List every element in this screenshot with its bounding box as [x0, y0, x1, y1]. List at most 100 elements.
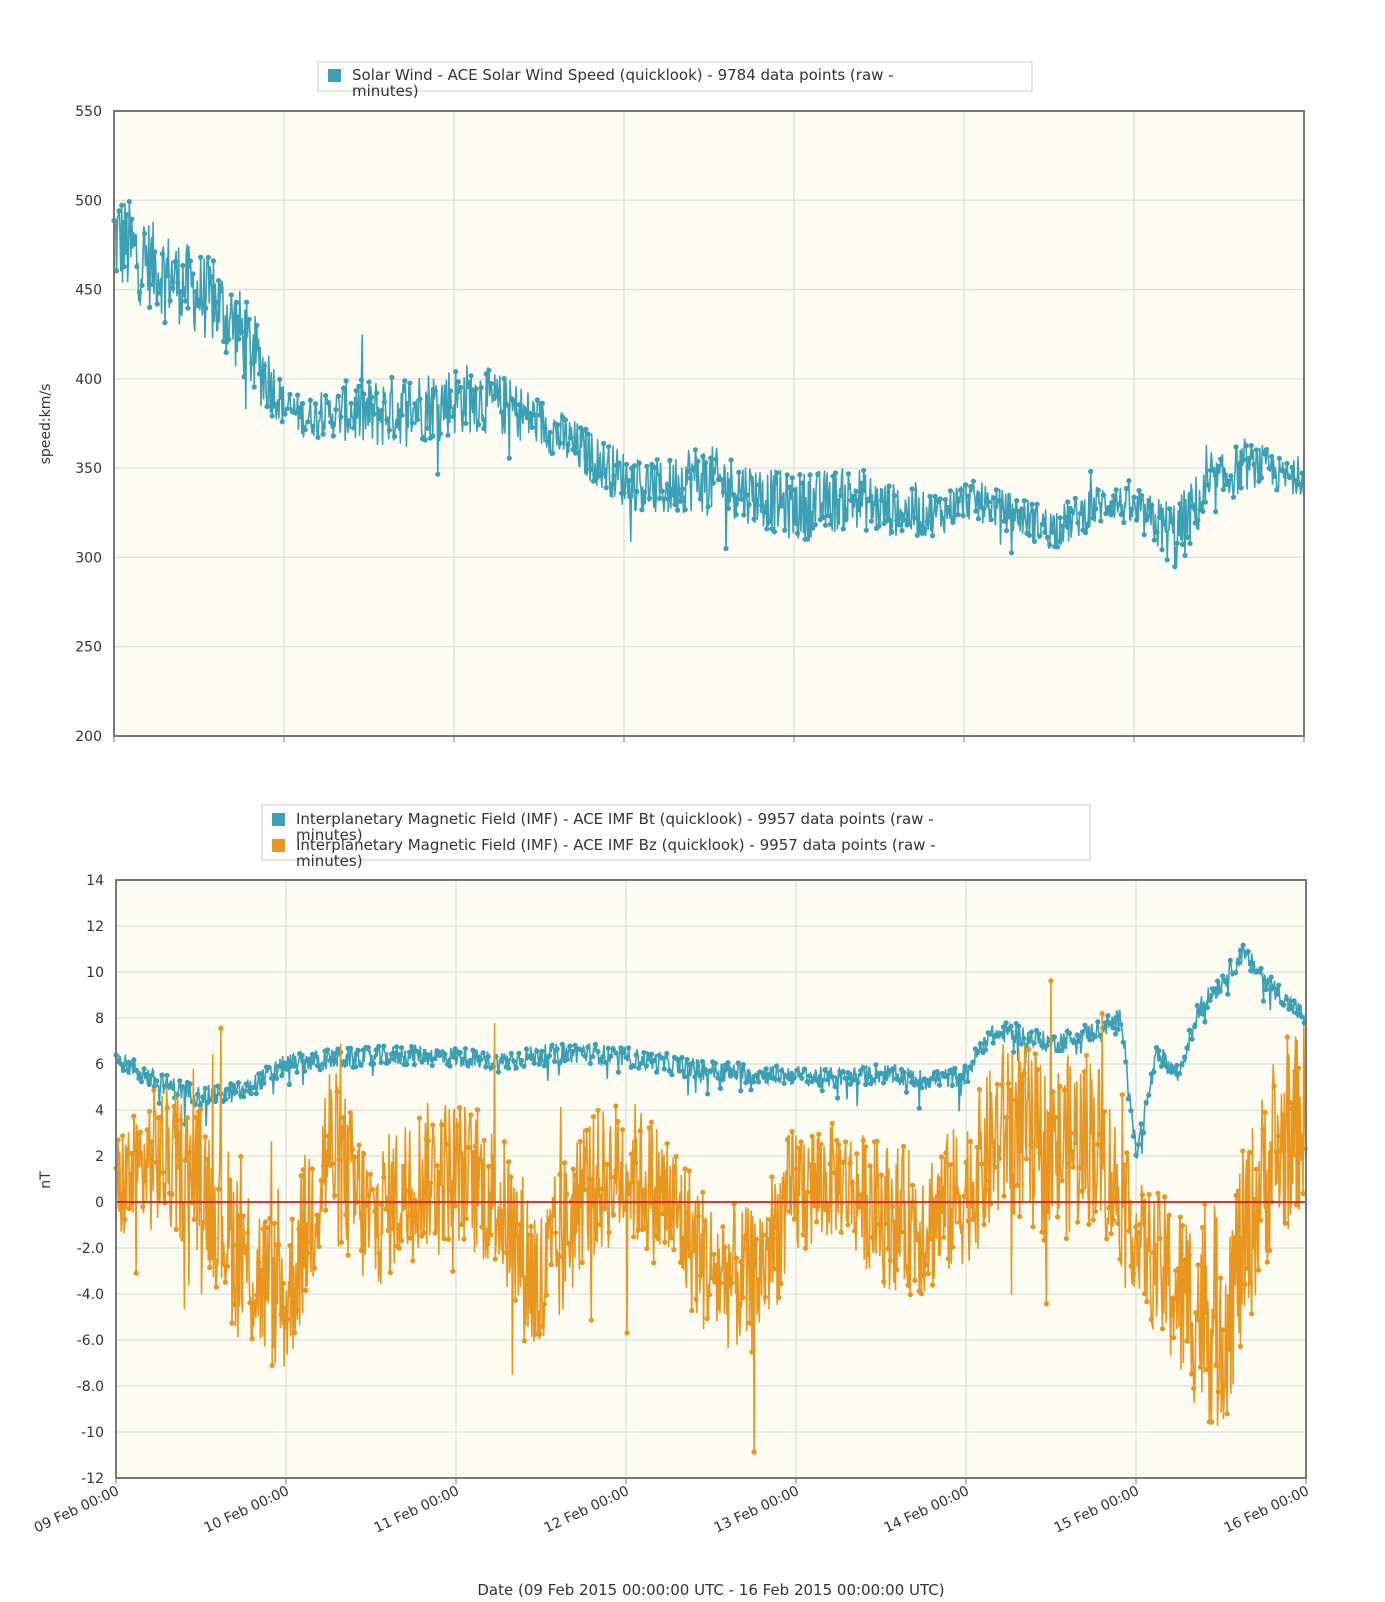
bz-series-point	[1175, 1266, 1181, 1272]
bt-series-point	[654, 1069, 660, 1075]
bz-series-point	[829, 1120, 835, 1127]
bt-series-point	[822, 1067, 828, 1073]
bz-series-point	[1086, 1221, 1092, 1227]
bt-series-point	[906, 1071, 912, 1077]
bz-series-point	[450, 1268, 456, 1274]
speed-series-point	[685, 468, 691, 475]
speed-series-point	[771, 529, 778, 535]
speed-series-point	[1026, 532, 1032, 539]
speed-series-point	[448, 388, 454, 394]
bz-series-point	[1164, 1236, 1170, 1242]
bz-series-point	[1300, 1191, 1306, 1197]
bt-series-point	[187, 1081, 193, 1087]
bz-series-point	[758, 1255, 764, 1261]
bt-series-point	[320, 1061, 326, 1067]
speed-series-point	[402, 378, 408, 384]
speed-series-point	[1057, 515, 1063, 521]
bt-series-point	[919, 1085, 925, 1091]
bz-series-point	[760, 1232, 766, 1238]
speed-series-point	[1093, 506, 1099, 512]
bz-series-point	[249, 1336, 255, 1342]
speed-series-point	[455, 379, 461, 385]
speed-series-point	[562, 417, 569, 423]
speed-series-point	[254, 322, 260, 328]
bt-series-point	[1199, 1011, 1205, 1017]
bz-series-point	[256, 1260, 262, 1266]
bt-series-point	[750, 1079, 757, 1085]
bt-series-point	[314, 1062, 321, 1069]
bt-series-point	[447, 1063, 453, 1069]
bz-series-point	[1088, 1130, 1094, 1136]
speed-series-point	[259, 372, 265, 378]
bz-series-point	[530, 1295, 536, 1301]
bz-series-point	[961, 1193, 967, 1199]
bt-series-point	[677, 1068, 683, 1074]
bz-series-point	[341, 1115, 347, 1121]
bt-series-point	[829, 1074, 836, 1080]
speed-series-point	[1297, 481, 1303, 487]
bt-series-point	[883, 1075, 889, 1081]
speed-series-point	[998, 505, 1005, 511]
speed-series-point	[986, 499, 992, 505]
bt-series-point	[261, 1080, 267, 1086]
imf-legend[interactable]: Interplanetary Magnetic Field (IMF) - AC…	[261, 804, 1091, 870]
bt-series-point	[1008, 1023, 1014, 1030]
speed-legend[interactable]: Solar Wind - ACE Solar Wind Speed (quick…	[317, 61, 1033, 100]
speed-series-point	[669, 492, 676, 498]
speed-series-point	[1292, 477, 1298, 483]
imf-y-axis: 14 12 10 8 6 4 2 0 -2.0 -4.0 -6.0 -8.0 -10 -12	[77, 873, 104, 1487]
bt-series-point	[962, 1063, 968, 1069]
bt-series-point	[949, 1082, 956, 1088]
bz-series-point	[352, 1154, 358, 1160]
bt-series-point	[1079, 1029, 1086, 1035]
bt-series-point	[483, 1064, 489, 1070]
speed-series-point	[121, 264, 127, 270]
bz-series-point	[724, 1261, 731, 1268]
speed-series-point	[1031, 538, 1038, 545]
bz-series-point	[363, 1203, 369, 1209]
bt-series-point	[215, 1083, 221, 1089]
speed-series-point	[473, 386, 479, 392]
bz-series-point	[309, 1166, 315, 1172]
bt-series-point	[422, 1056, 428, 1062]
bt-series-point	[1143, 1099, 1149, 1105]
bt-series-point	[580, 1047, 586, 1053]
bt-series-point	[1194, 1002, 1200, 1009]
speed-series-point	[991, 495, 997, 501]
speed-series-point	[1088, 468, 1094, 475]
bz-series-point	[599, 1186, 606, 1192]
bt-series-point	[914, 1080, 920, 1087]
bz-series-point	[287, 1243, 293, 1249]
speed-series-point	[1062, 514, 1068, 521]
bt-series-point	[266, 1064, 272, 1070]
bz-series-point	[1135, 1230, 1141, 1236]
bz-series-point	[416, 1115, 422, 1121]
bz-series-point	[593, 1236, 599, 1242]
bt-series-point	[699, 1058, 706, 1065]
speed-series-point	[1029, 501, 1035, 508]
bz-series-point	[399, 1238, 405, 1244]
speed-series-point	[1105, 505, 1112, 511]
bz-series-point	[296, 1226, 302, 1232]
bz-series-point	[796, 1145, 802, 1151]
bt-series-point	[1212, 986, 1218, 992]
bz-series-point	[1179, 1223, 1186, 1229]
bz-series-point	[193, 1114, 199, 1120]
bt-series-point	[1067, 1030, 1073, 1036]
speed-series-point	[187, 258, 194, 264]
bz-series-point	[1296, 1065, 1302, 1071]
bz-series-point	[1289, 1100, 1295, 1106]
bz-series-point	[528, 1223, 534, 1230]
bz-series-point	[983, 1187, 989, 1193]
imf-y-tick-label: -2.0	[77, 1241, 104, 1257]
bz-series-point	[508, 1174, 514, 1180]
bz-series-point	[356, 1142, 362, 1148]
bt-series-point	[141, 1066, 147, 1072]
speed-series-point	[241, 374, 247, 380]
bt-series-point	[1151, 1069, 1157, 1075]
bt-series-point	[386, 1058, 392, 1064]
imf-chart: Interplanetary Magnetic Field (IMF) - AC…	[32, 804, 1312, 1599]
bz-series-point	[720, 1224, 726, 1230]
bz-series-point	[613, 1103, 619, 1109]
bz-series-point	[1068, 1130, 1074, 1136]
